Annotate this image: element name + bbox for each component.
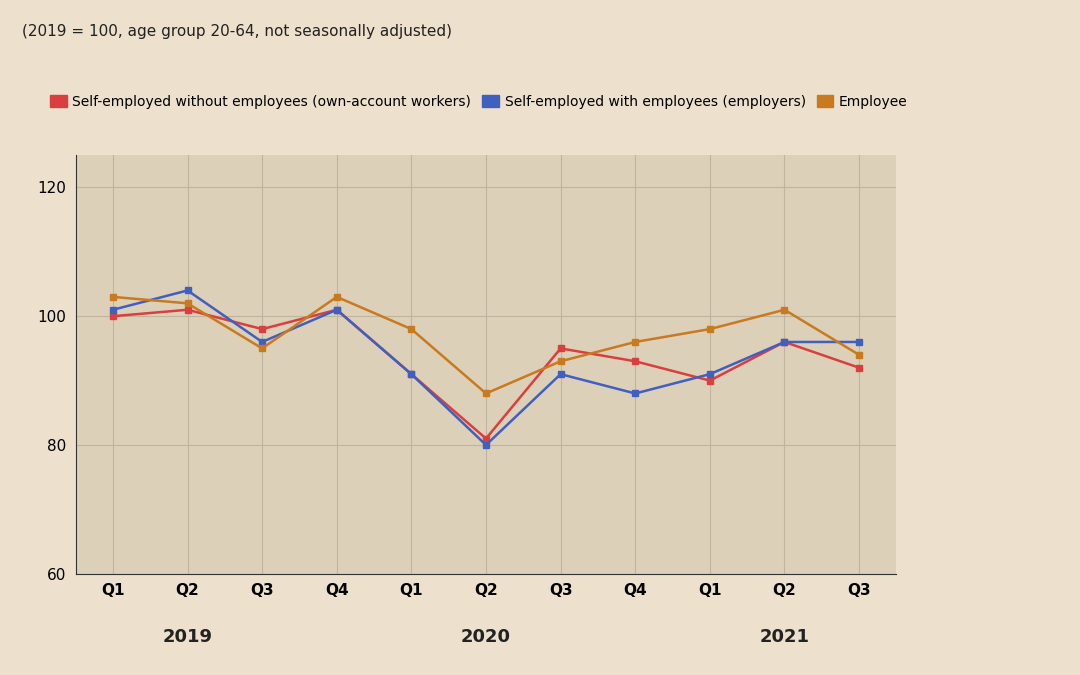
Self-employed with employees (employers)	[554, 370, 567, 378]
Employee	[480, 389, 492, 398]
Self-employed without employees (own-account workers)	[330, 306, 343, 314]
Employee	[703, 325, 716, 333]
Self-employed with employees (employers)	[405, 370, 418, 378]
Self-employed without employees (own-account workers)	[852, 364, 865, 372]
Self-employed without employees (own-account workers)	[703, 377, 716, 385]
Employee	[330, 293, 343, 301]
Legend: Self-employed without employees (own-account workers), Self-employed with employ: Self-employed without employees (own-acc…	[50, 95, 908, 109]
Text: 2021: 2021	[759, 628, 810, 646]
Employee	[256, 344, 269, 352]
Line: Self-employed without employees (own-account workers): Self-employed without employees (own-acc…	[109, 306, 863, 442]
Self-employed without employees (own-account workers)	[480, 435, 492, 443]
Self-employed with employees (employers)	[852, 338, 865, 346]
Employee	[778, 306, 791, 314]
Text: 2019: 2019	[162, 628, 213, 646]
Employee	[405, 325, 418, 333]
Employee	[107, 293, 120, 301]
Self-employed with employees (employers)	[330, 306, 343, 314]
Self-employed without employees (own-account workers)	[256, 325, 269, 333]
Self-employed without employees (own-account workers)	[405, 370, 418, 378]
Text: (2019 = 100, age group 20-64, not seasonally adjusted): (2019 = 100, age group 20-64, not season…	[22, 24, 451, 38]
Self-employed without employees (own-account workers)	[778, 338, 791, 346]
Self-employed without employees (own-account workers)	[629, 357, 642, 365]
Employee	[181, 299, 194, 307]
Self-employed with employees (employers)	[181, 286, 194, 294]
Line: Self-employed with employees (employers): Self-employed with employees (employers)	[109, 287, 863, 448]
Line: Employee: Employee	[109, 294, 863, 397]
Self-employed without employees (own-account workers)	[107, 312, 120, 320]
Self-employed without employees (own-account workers)	[181, 306, 194, 314]
Employee	[629, 338, 642, 346]
Self-employed with employees (employers)	[703, 370, 716, 378]
Employee	[554, 357, 567, 365]
Self-employed with employees (employers)	[480, 441, 492, 449]
Self-employed without employees (own-account workers)	[554, 344, 567, 352]
Self-employed with employees (employers)	[256, 338, 269, 346]
Self-employed with employees (employers)	[778, 338, 791, 346]
Text: 2020: 2020	[461, 628, 511, 646]
Self-employed with employees (employers)	[107, 306, 120, 314]
Employee	[852, 351, 865, 359]
Self-employed with employees (employers)	[629, 389, 642, 398]
